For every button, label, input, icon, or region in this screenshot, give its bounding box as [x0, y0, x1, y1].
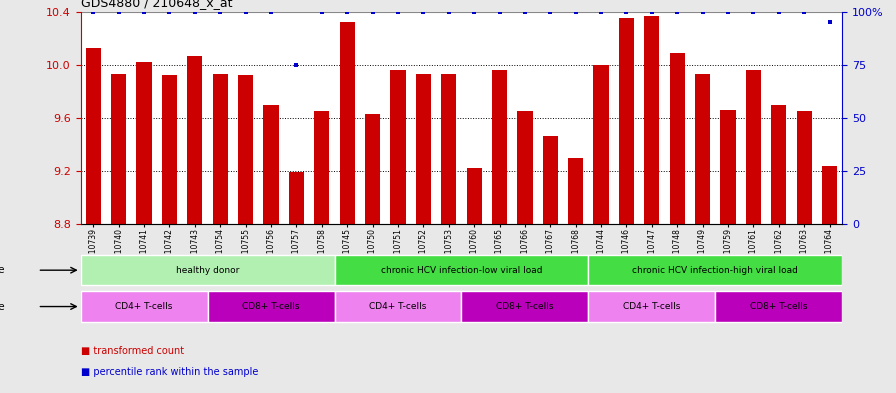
- Bar: [86, 48, 101, 224]
- Bar: [589, 255, 842, 285]
- Bar: [669, 53, 685, 224]
- Text: ■ transformed count: ■ transformed count: [81, 346, 184, 356]
- Bar: [797, 111, 812, 224]
- Bar: [593, 65, 608, 224]
- Bar: [467, 168, 482, 224]
- Bar: [111, 74, 126, 224]
- Bar: [391, 70, 406, 224]
- Bar: [238, 75, 254, 224]
- Bar: [208, 290, 334, 322]
- Bar: [314, 111, 330, 224]
- Bar: [365, 114, 380, 224]
- Bar: [822, 166, 837, 224]
- Text: disease state: disease state: [0, 265, 4, 275]
- Text: CD4+ T-cells: CD4+ T-cells: [116, 302, 173, 311]
- Text: chronic HCV infection-high viral load: chronic HCV infection-high viral load: [633, 266, 798, 275]
- Bar: [568, 158, 583, 224]
- Bar: [492, 70, 507, 224]
- Bar: [619, 18, 634, 224]
- Bar: [695, 74, 711, 224]
- Text: CD8+ T-cells: CD8+ T-cells: [750, 302, 807, 311]
- Bar: [187, 55, 202, 224]
- Bar: [340, 22, 355, 224]
- Bar: [334, 290, 461, 322]
- Text: ■ percentile rank within the sample: ■ percentile rank within the sample: [81, 367, 258, 377]
- Bar: [517, 111, 532, 224]
- Bar: [715, 290, 842, 322]
- Text: CD8+ T-cells: CD8+ T-cells: [496, 302, 554, 311]
- Text: healthy donor: healthy donor: [176, 266, 239, 275]
- Bar: [441, 74, 456, 224]
- Bar: [212, 74, 228, 224]
- Bar: [289, 172, 304, 224]
- Bar: [416, 74, 431, 224]
- Bar: [543, 136, 558, 224]
- Bar: [461, 290, 589, 322]
- Bar: [771, 105, 787, 224]
- Text: CD8+ T-cells: CD8+ T-cells: [242, 302, 300, 311]
- Bar: [81, 255, 334, 285]
- Bar: [162, 75, 177, 224]
- Text: cell type: cell type: [0, 301, 4, 312]
- Bar: [720, 110, 736, 224]
- Bar: [263, 105, 279, 224]
- Text: CD4+ T-cells: CD4+ T-cells: [623, 302, 681, 311]
- Text: GDS4880 / 210648_x_at: GDS4880 / 210648_x_at: [81, 0, 232, 9]
- Text: chronic HCV infection-low viral load: chronic HCV infection-low viral load: [381, 266, 542, 275]
- Bar: [644, 16, 659, 224]
- Bar: [745, 70, 761, 224]
- Text: CD4+ T-cells: CD4+ T-cells: [369, 302, 426, 311]
- Bar: [334, 255, 589, 285]
- Bar: [136, 62, 151, 224]
- Bar: [589, 290, 715, 322]
- Bar: [81, 290, 208, 322]
